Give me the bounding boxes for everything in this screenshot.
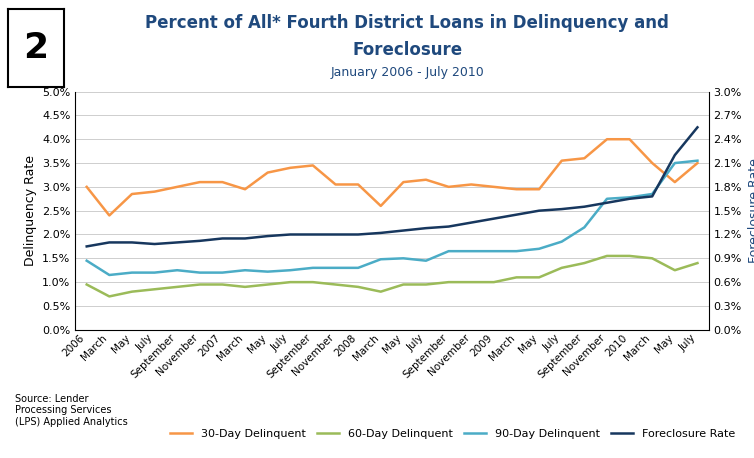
Y-axis label: Foreclosure Rate: Foreclosure Rate (748, 158, 754, 263)
Y-axis label: Delinquency Rate: Delinquency Rate (23, 155, 37, 266)
Text: 2: 2 (23, 31, 48, 65)
Text: January 2006 - July 2010: January 2006 - July 2010 (330, 66, 484, 79)
Text: Source: Lender
Processing Services
(LPS) Applied Analytics: Source: Lender Processing Services (LPS)… (15, 394, 128, 427)
Text: Percent of All* Fourth District Loans in Delinquency and: Percent of All* Fourth District Loans in… (146, 14, 669, 32)
Legend: 30-Day Delinquent, 60-Day Delinquent, 90-Day Delinquent, Foreclosure Rate: 30-Day Delinquent, 60-Day Delinquent, 90… (165, 425, 740, 443)
Text: Foreclosure: Foreclosure (352, 41, 462, 59)
